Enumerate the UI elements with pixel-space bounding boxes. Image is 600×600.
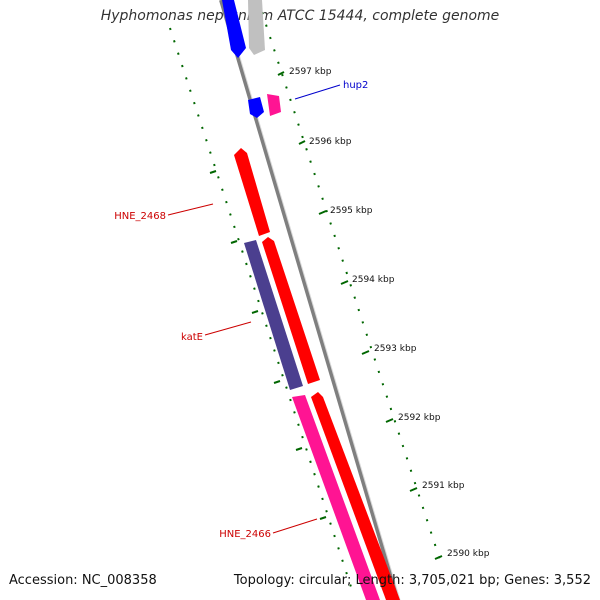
- tick-label: 2592 kbp: [398, 413, 441, 423]
- tick-mark: [273, 380, 281, 384]
- tick-mark: [434, 555, 443, 560]
- tick-mark: [409, 487, 418, 492]
- gene-label-HNE_2466[interactable]: HNE_2466: [219, 529, 271, 540]
- gene-blue-hup2[interactable]: [248, 97, 264, 118]
- gene-label-HNE_2468[interactable]: HNE_2468: [114, 211, 166, 222]
- tick-label: 2593 kbp: [374, 344, 417, 354]
- tick-mark: [277, 71, 285, 76]
- tick-mark: [318, 210, 327, 215]
- tick-mark: [295, 447, 303, 451]
- katE-connector: [204, 321, 252, 336]
- tick-mark: [340, 280, 349, 285]
- accession-text: Accession: NC_008358: [9, 573, 157, 588]
- inner-ring-ticks: [209, 170, 327, 520]
- gene-pink-small[interactable]: [267, 94, 281, 116]
- major-ticks: [277, 71, 443, 560]
- tick-mark: [385, 418, 394, 423]
- tick-label: 2596 kbp: [309, 137, 352, 147]
- HNE_2468-connector: [167, 203, 214, 216]
- tick-mark: [298, 140, 306, 145]
- tick-label: 2594 kbp: [352, 275, 395, 285]
- gene-gray-top[interactable]: [248, 0, 265, 55]
- tick-label: 2591 kbp: [422, 481, 465, 491]
- gene-label-hup2[interactable]: hup2: [343, 80, 368, 91]
- tick-label: 2597 kbp: [289, 67, 332, 77]
- tick-mark: [361, 350, 370, 355]
- gene-red-katE-strand[interactable]: [262, 237, 320, 384]
- tick-label: 2590 kbp: [447, 549, 490, 559]
- genome-backbone: [219, 0, 400, 600]
- tick-mark: [209, 170, 217, 174]
- gene-pink-HNE_2466[interactable]: [292, 395, 380, 600]
- tick-mark: [230, 240, 238, 244]
- gene-red-lower[interactable]: [311, 392, 400, 600]
- tick-mark: [319, 516, 327, 520]
- backbone-highlight: [222, 0, 401, 600]
- gene-red-HNE_2468[interactable]: [234, 148, 270, 236]
- hup2-connector: [294, 84, 341, 100]
- tick-label: 2595 kbp: [330, 206, 373, 216]
- HNE_2466-connector: [272, 518, 318, 534]
- gene-blue-top[interactable]: [222, 0, 246, 58]
- tick-mark: [251, 310, 259, 314]
- map-title: Hyphomonas neptunium ATCC 15444, complet…: [100, 8, 500, 24]
- gene-purple-katE[interactable]: [244, 240, 303, 390]
- genome-summary-text: Topology: circular; Length: 3,705,021 bp…: [233, 573, 591, 588]
- gene-label-katE[interactable]: katE: [181, 332, 203, 343]
